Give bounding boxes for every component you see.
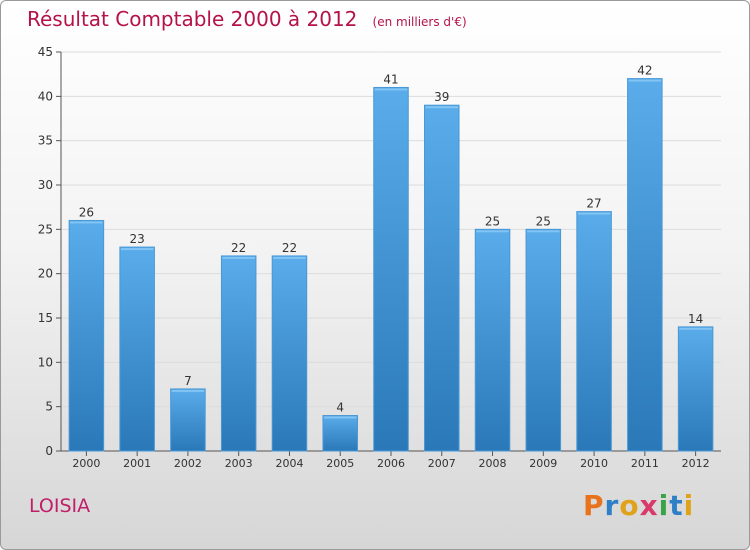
bar-2009[interactable] xyxy=(525,228,562,452)
x-tick-label-2002: 2002 xyxy=(174,457,202,470)
y-tick-label-25: 25 xyxy=(38,222,53,236)
bar-highlight-2009 xyxy=(527,230,560,233)
data-label-2011: 42 xyxy=(637,64,652,78)
brand-letter-3: x xyxy=(639,489,659,522)
brand-letter-0: P xyxy=(583,489,605,522)
x-tick-label-2006: 2006 xyxy=(377,457,405,470)
brand-letter-2: o xyxy=(619,489,640,522)
data-label-2007: 39 xyxy=(434,90,449,104)
data-label-2000: 26 xyxy=(79,205,94,219)
data-label-2008: 25 xyxy=(485,214,500,228)
bar-2008[interactable] xyxy=(474,228,511,452)
bar-highlight-2007 xyxy=(425,106,459,109)
x-tick-label-2012: 2012 xyxy=(682,457,710,470)
bars xyxy=(68,78,714,452)
bar-2000[interactable] xyxy=(68,219,105,452)
bar-2010[interactable] xyxy=(576,211,612,452)
x-tick-label-2005: 2005 xyxy=(326,457,354,470)
brand-letter-4: i xyxy=(658,489,670,522)
data-label-2006: 41 xyxy=(383,72,398,86)
bar-highlight-2000 xyxy=(70,221,103,224)
bar-highlight-2011 xyxy=(628,79,662,82)
bar-2006[interactable] xyxy=(373,86,409,452)
bar-highlight-2002 xyxy=(171,389,205,392)
brand-letter-6: i xyxy=(683,489,695,522)
chart-title: Résultat Comptable 2000 à 2012 xyxy=(27,7,358,31)
x-tick-label-2011: 2011 xyxy=(631,457,659,470)
bar-2011[interactable] xyxy=(627,78,663,452)
x-tick-label-2010: 2010 xyxy=(580,457,608,470)
bar-2004[interactable] xyxy=(271,255,308,452)
data-label-2005: 4 xyxy=(336,401,344,415)
bar-2001[interactable] xyxy=(119,246,155,452)
labels: 0 5 10 15 20 25 30 35 40 45 26 2000 23 2001 7 2002 22 200… xyxy=(38,45,710,470)
x-tick-label-2004: 2004 xyxy=(275,457,303,470)
y-tick-label-20: 20 xyxy=(38,267,53,281)
brand-letter-5: t xyxy=(669,489,684,522)
x-tick-label-2003: 2003 xyxy=(225,457,253,470)
y-tick-label-30: 30 xyxy=(38,178,53,192)
y-tick-label-0: 0 xyxy=(45,444,53,458)
bar-highlight-2005 xyxy=(323,416,357,419)
data-label-2010: 27 xyxy=(586,197,601,211)
title-row: Résultat Comptable 2000 à 2012 (en milli… xyxy=(27,7,467,31)
bar-2003[interactable] xyxy=(220,255,257,452)
x-tick-label-2000: 2000 xyxy=(72,457,100,470)
bar-2002[interactable] xyxy=(170,388,206,452)
x-tick-label-2008: 2008 xyxy=(479,457,507,470)
bar-2007[interactable] xyxy=(424,104,460,452)
chart-subtitle: (en milliers d'€) xyxy=(372,15,467,29)
x-tick-label-2007: 2007 xyxy=(428,457,456,470)
y-tick-label-35: 35 xyxy=(38,134,53,148)
y-tick-label-45: 45 xyxy=(38,45,53,59)
data-label-2004: 22 xyxy=(282,241,297,255)
bar-highlight-2010 xyxy=(577,212,611,215)
data-label-2001: 23 xyxy=(130,232,145,246)
x-tick-label-2001: 2001 xyxy=(123,457,151,470)
y-tick-label-5: 5 xyxy=(45,400,53,414)
bar-highlight-2012 xyxy=(679,327,712,330)
y-tick-label-15: 15 xyxy=(38,311,53,325)
proxiti-logo[interactable]: Proxiti xyxy=(583,489,694,522)
y-tick-label-10: 10 xyxy=(38,355,53,369)
data-label-2009: 25 xyxy=(536,214,551,228)
y-tick-label-40: 40 xyxy=(38,89,53,103)
bar-highlight-2004 xyxy=(273,256,306,259)
place-name: LOISIA xyxy=(29,495,91,517)
bar-highlight-2008 xyxy=(476,230,509,233)
bar-highlight-2006 xyxy=(374,88,408,91)
data-label-2002: 7 xyxy=(184,374,192,388)
data-label-2012: 14 xyxy=(688,312,703,326)
x-tick-label-2009: 2009 xyxy=(529,457,557,470)
data-label-2003: 22 xyxy=(231,241,246,255)
bar-highlight-2001 xyxy=(120,248,154,251)
brand-letter-1: r xyxy=(604,489,620,522)
bar-2005[interactable] xyxy=(322,415,358,452)
bar-2012[interactable] xyxy=(677,326,714,452)
bar-highlight-2003 xyxy=(222,256,255,259)
